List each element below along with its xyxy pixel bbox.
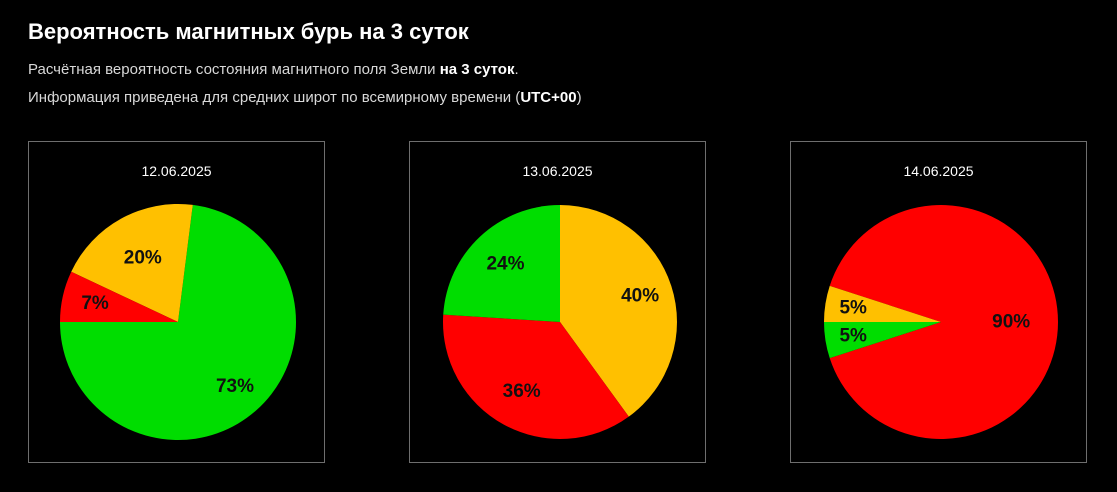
pie-chart: 90% 5% 5% <box>824 205 1059 440</box>
pie-chart: 73% 20% 7% <box>60 203 297 440</box>
pie-slice-label: 40% <box>621 286 659 307</box>
pie-slice-label: 20% <box>124 247 162 268</box>
pie-slice-yellow <box>71 203 193 322</box>
pie-slice-label: 73% <box>216 376 254 397</box>
pie-slice-green <box>824 322 941 359</box>
description-line-2-end: ) <box>576 89 582 106</box>
description-line-1-bold: на 3 суток <box>439 61 515 78</box>
pie-slice-label: 5% <box>839 298 867 319</box>
pie-slice-red <box>442 314 629 439</box>
chart-panel-day-2: 13.06.2025 40% 36% 24% <box>409 141 706 463</box>
description-line-2-text: Информация приведена для средних широт п… <box>28 89 521 106</box>
description-line-1-text: Расчётная вероятность состояния магнитно… <box>28 61 440 78</box>
pie-slice-red <box>829 205 1059 440</box>
chart-date: 14.06.2025 <box>903 163 974 179</box>
chart-panel-day-3: 14.06.2025 90% 5% 5% <box>790 141 1087 463</box>
chart-panel-day-1: 12.06.2025 73% 20% 7% <box>28 141 325 463</box>
description-line-1: Расчётная вероятность состояния магнитно… <box>28 60 519 80</box>
pie-slice-green <box>443 205 560 322</box>
description-line-2: Информация приведена для средних широт п… <box>28 88 582 108</box>
pie-slice-label: 7% <box>81 293 109 314</box>
pie-slice-yellow <box>560 205 677 417</box>
pie-chart: 40% 36% 24% <box>442 205 677 439</box>
description-line-1-end: . <box>514 61 519 78</box>
pie-slice-label: 5% <box>839 325 867 346</box>
chart-date: 12.06.2025 <box>141 163 212 179</box>
pie-slice-yellow <box>824 285 941 322</box>
chart-date: 13.06.2025 <box>522 163 593 179</box>
pie-slice-label: 24% <box>486 254 524 275</box>
description-line-2-bold: UTC+00 <box>520 89 577 106</box>
pie-slice-label: 90% <box>992 312 1030 333</box>
page-title: Вероятность магнитных бурь на 3 суток <box>28 19 469 44</box>
pie-slice-green <box>60 204 297 440</box>
pie-slice-red <box>60 271 178 322</box>
pie-slice-label: 36% <box>503 381 541 402</box>
